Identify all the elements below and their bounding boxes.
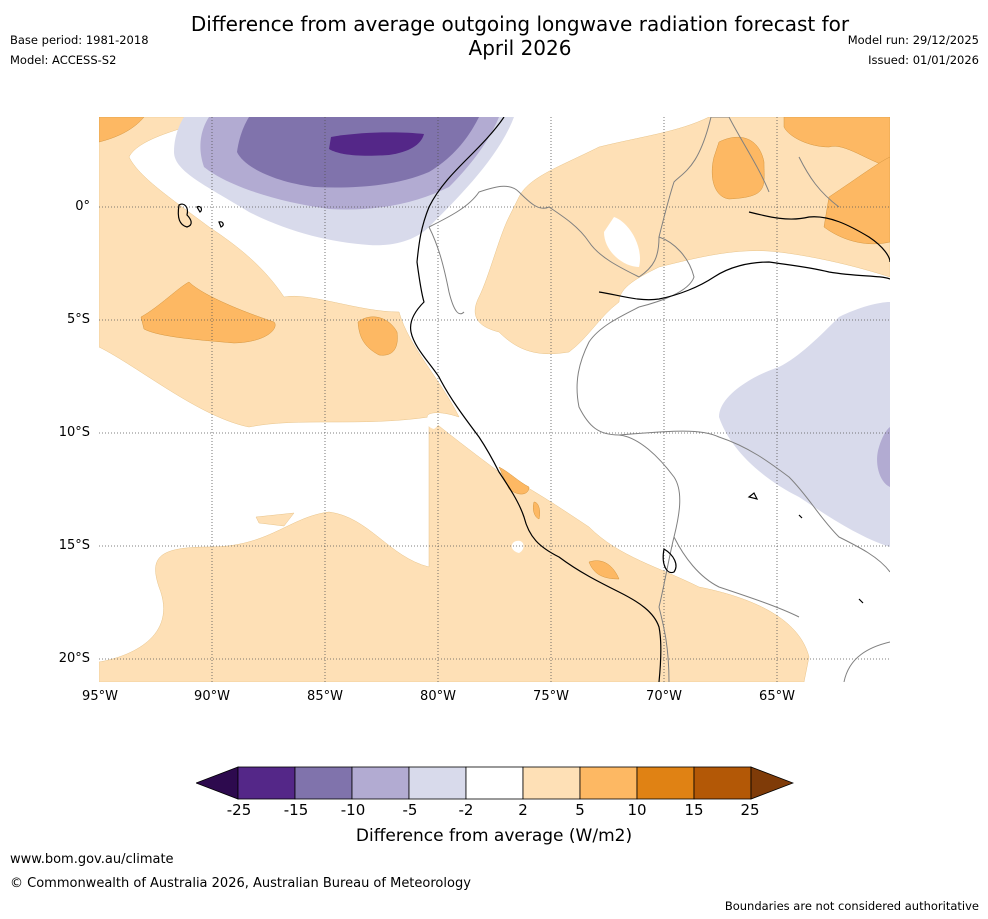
border-bolivia-brazil <box>618 430 890 573</box>
colorbar-arrow-high <box>750 766 794 800</box>
region-pacific-positive <box>99 117 810 682</box>
colorbar-title: Difference from average (W/m2) <box>355 826 633 846</box>
issued-text: Issued: 01/01/2026 <box>868 53 979 67</box>
island-small-1 <box>747 492 759 500</box>
region-colombia-patch <box>711 136 765 200</box>
colorbar-swatch <box>237 766 296 800</box>
cb-tick-minus2: -2 <box>458 801 474 819</box>
colorbar-swatch <box>579 766 638 800</box>
lat-label-20s: 20°S <box>58 651 90 666</box>
colorbar <box>196 766 794 800</box>
coast-venezuela <box>748 211 890 263</box>
lake-titicaca <box>662 548 677 574</box>
border-venezuela-north <box>711 117 770 193</box>
footer-url[interactable]: www.bom.gov.au/climate <box>10 852 174 867</box>
anomaly-negative-regions <box>174 117 890 547</box>
region-continent-positive <box>474 117 890 355</box>
region-peru-patch <box>498 466 530 495</box>
cb-tick-minus10: -10 <box>340 801 366 819</box>
meta-left: Base period: 1981-2018 Model: ACCESS-S2 <box>10 30 149 70</box>
map-title: Difference from average outgoing longwav… <box>150 12 890 60</box>
region-pacific-patch <box>140 281 276 344</box>
region-coast-patch <box>357 316 398 356</box>
base-period-text: Base period: 1981-2018 <box>10 33 149 47</box>
lon-label-80w: 80°W <box>420 689 456 704</box>
lon-label-90w: 90°W <box>194 689 230 704</box>
footer-copyright: © Commonwealth of Australia 2026, Austra… <box>10 876 471 891</box>
colorbar-swatches <box>196 766 794 800</box>
border-colombia-venezuela <box>638 117 712 278</box>
island-small-2 <box>798 514 803 519</box>
lon-label-85w: 85°W <box>307 689 343 704</box>
gridlines <box>99 117 890 682</box>
model-text: Model: ACCESS-S2 <box>10 53 117 67</box>
anomaly-2-to-5-regions <box>99 117 890 682</box>
model-run-text: Model run: 29/12/2025 <box>847 33 979 47</box>
coast-caribbean <box>598 261 890 301</box>
coast-pacific <box>409 117 662 682</box>
footer-disclaimer: Boundaries are not considered authoritat… <box>724 899 979 913</box>
border-colombia-ecuador <box>428 185 640 278</box>
cb-tick-minus25: -25 <box>226 801 252 819</box>
island-galapagos-1 <box>177 203 192 228</box>
island-small-3 <box>858 598 864 604</box>
lat-label-15s: 15°S <box>58 538 90 553</box>
title-line-1: Difference from average outgoing longwav… <box>190 12 850 36</box>
border-peru-bolivia <box>618 434 681 608</box>
colorbar-swatch <box>636 766 695 800</box>
border-chile-argentina <box>658 606 670 682</box>
border-bolivia-south <box>673 536 800 618</box>
cb-tick-minus5: -5 <box>402 801 418 819</box>
colorbar-swatch <box>693 766 752 800</box>
region-pacific-top-patch <box>99 117 145 143</box>
region-bolivia-patch <box>588 560 620 580</box>
cb-tick-5: 5 <box>575 801 585 819</box>
coastlines <box>177 117 890 682</box>
region-small-streak <box>255 512 295 527</box>
border-peru-brazil <box>576 306 640 436</box>
island-galapagos-3 <box>218 221 224 228</box>
lon-label-70w: 70°W <box>646 689 682 704</box>
cb-tick-25: 25 <box>740 801 760 819</box>
region-east-minus-2-to-5 <box>719 302 890 547</box>
cb-tick-minus15: -15 <box>283 801 309 819</box>
colorbar-swatch <box>465 766 524 800</box>
border-ecuador-peru <box>428 226 465 315</box>
colorbar-swatch <box>522 766 581 800</box>
border-guyana <box>798 156 840 208</box>
lat-label-5s: 5°S <box>66 312 90 327</box>
region-east-minus-5-to-10 <box>877 427 890 487</box>
cb-tick-2: 2 <box>518 801 528 819</box>
colorbar-swatch <box>294 766 353 800</box>
lat-label-10s: 10°S <box>58 425 90 440</box>
lat-label-0: 0° <box>75 199 90 214</box>
region-peru-patch-2 <box>532 501 541 520</box>
border-brazil-east <box>843 641 890 682</box>
country-borders <box>428 117 890 682</box>
lon-label-65w: 65°W <box>759 689 795 704</box>
cb-tick-10: 10 <box>627 801 647 819</box>
title-line-2: April 2026 <box>468 36 572 60</box>
lon-label-95w: 95°W <box>82 689 118 704</box>
lon-label-75w: 75°W <box>533 689 569 704</box>
meta-right: Model run: 29/12/2025 Issued: 01/01/2026 <box>848 30 979 70</box>
colorbar-arrow-low <box>196 766 239 800</box>
forecast-map <box>99 117 890 682</box>
border-colombia-brazil <box>638 236 695 308</box>
region-minus-15-to-25 <box>329 132 424 156</box>
colorbar-swatch <box>408 766 467 800</box>
colorbar-swatch <box>351 766 410 800</box>
cb-tick-15: 15 <box>684 801 704 819</box>
island-galapagos-2 <box>196 205 203 213</box>
